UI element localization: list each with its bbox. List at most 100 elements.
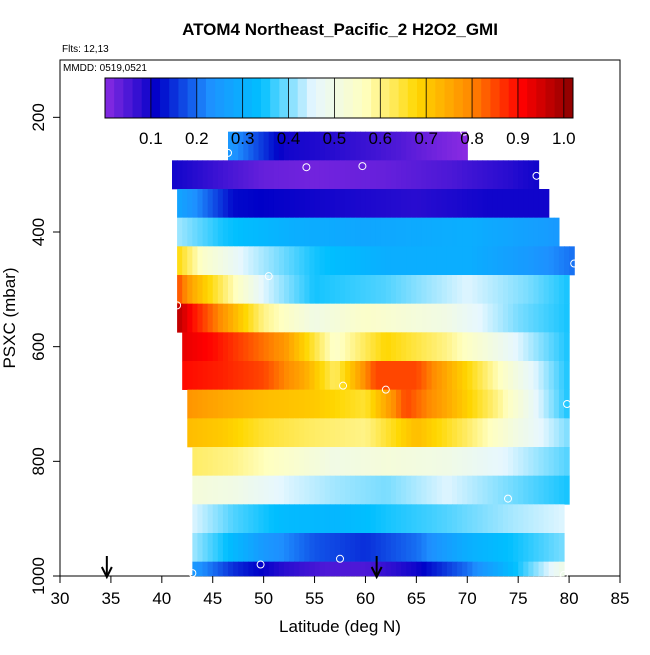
heatmap-cell (207, 475, 214, 505)
heatmap-cell (177, 217, 183, 247)
heatmap-cell (365, 361, 372, 390)
heatmap-cell (238, 332, 244, 362)
heatmap-cell (355, 447, 361, 476)
heatmap-cell (365, 246, 372, 276)
heatmap-cell (396, 160, 402, 190)
heatmap-cell (197, 332, 204, 362)
heatmap-cell (197, 504, 204, 534)
heatmap-cell (243, 303, 249, 333)
sample-point (302, 163, 311, 172)
colorbar-cell (261, 78, 271, 118)
x-tick-label: 40 (152, 589, 171, 608)
heatmap-cell (233, 418, 239, 448)
heatmap-cell (329, 361, 336, 390)
heatmap-cell (309, 246, 316, 276)
heatmap-cell (416, 160, 423, 190)
heatmap-cell (289, 160, 295, 190)
heatmap-cell (508, 389, 514, 419)
heatmap-cell (421, 131, 428, 161)
heatmap-cell (452, 131, 458, 161)
heatmap-cell (273, 189, 280, 218)
heatmap-cell (416, 275, 423, 304)
heatmap-cell (309, 389, 316, 419)
heatmap-cell (284, 131, 290, 161)
heatmap-cell (233, 504, 239, 534)
heatmap-cell (334, 160, 341, 190)
heatmap-cell (406, 246, 412, 276)
flight-arrow-head (100, 566, 113, 580)
colorbar-cell (481, 78, 491, 118)
heatmap-cell (319, 561, 326, 577)
heatmap-cell (294, 275, 300, 304)
heatmap-cell (452, 332, 458, 362)
heatmap-cell (299, 246, 305, 276)
heatmap-cell (482, 504, 489, 534)
heatmap-cell (411, 275, 417, 304)
heatmap-cell (553, 533, 560, 562)
heatmap-cell (502, 275, 509, 304)
heatmap-cell (508, 217, 514, 247)
heatmap-cell (345, 475, 351, 505)
heatmap-cell (548, 217, 555, 247)
heatmap-cell (309, 504, 316, 534)
heatmap-cell (177, 160, 183, 190)
heatmap-cell (487, 504, 494, 534)
heatmap-cell (452, 475, 458, 505)
heatmap-cell (421, 303, 428, 333)
heatmap-cell (360, 332, 367, 362)
heatmap-cell (513, 217, 519, 247)
heatmap-cell (421, 332, 428, 362)
heatmap-cell (263, 131, 270, 161)
heatmap-cell (177, 246, 183, 276)
heatmap-cell (278, 533, 285, 562)
heatmap-cell (329, 561, 336, 577)
heatmap-cell (492, 246, 499, 276)
heatmap-cell (462, 131, 468, 161)
heatmap-cell (457, 533, 463, 562)
heatmap-cell (390, 275, 397, 304)
heatmap-cell (513, 160, 519, 190)
heatmap-cell (426, 189, 433, 218)
heatmap-cell (222, 533, 229, 562)
heatmap-cell (467, 189, 473, 218)
heatmap-cell (324, 418, 331, 448)
heatmap-cell (222, 217, 229, 247)
heatmap-cell (263, 189, 270, 218)
heatmap-cell (177, 189, 183, 218)
heatmap-cell (375, 561, 382, 577)
colorbar-cell (361, 78, 372, 118)
heatmap-cell (370, 160, 377, 190)
heatmap-cell (431, 332, 438, 362)
heatmap-cell (243, 246, 249, 276)
heatmap-cell (492, 418, 499, 448)
heatmap-cell (518, 160, 524, 190)
heatmap-cell (212, 533, 219, 562)
heatmap-cell (192, 447, 199, 476)
heatmap-cell (472, 246, 479, 276)
heatmap-cell (411, 561, 417, 577)
heatmap-cell (365, 160, 372, 190)
sample-point (264, 272, 273, 281)
heatmap-cell (472, 189, 479, 218)
heatmap-cell (304, 303, 311, 333)
colorbar-cell (141, 78, 152, 118)
heatmap-cell (477, 275, 484, 304)
heatmap-cell (518, 533, 524, 562)
heatmap-cell (350, 447, 356, 476)
heatmap-cell (533, 418, 540, 448)
heatmap-cell (222, 561, 229, 577)
heatmap-cell (487, 189, 494, 218)
sample-point (256, 560, 265, 569)
heatmap-cell (513, 189, 519, 218)
heatmap-cell (365, 447, 372, 476)
heatmap-cell (350, 361, 356, 390)
heatmap-cell (212, 361, 219, 390)
heatmap-cell (334, 303, 341, 333)
heatmap-cell (345, 389, 351, 419)
heatmap-cell (192, 418, 199, 448)
heatmap-cell (477, 332, 484, 362)
heatmap-cell (548, 418, 555, 448)
heatmap-cell (457, 332, 463, 362)
heatmap-cell (212, 561, 219, 577)
heatmap-cell (487, 303, 494, 333)
